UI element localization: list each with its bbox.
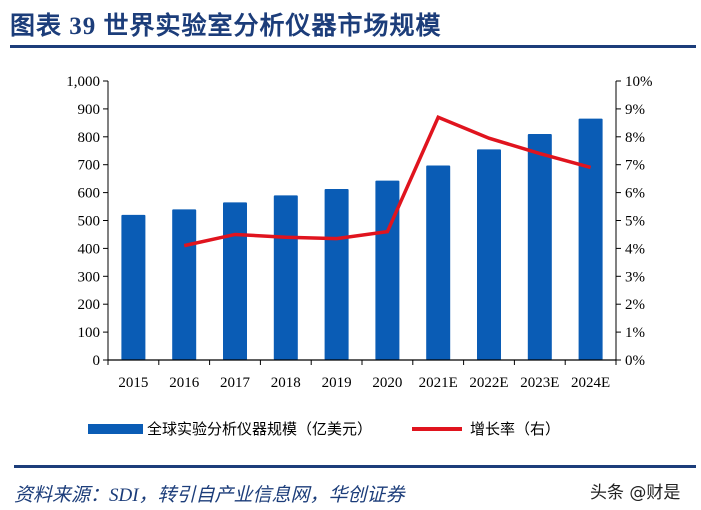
- title-divider: [10, 45, 696, 48]
- x-tick-label: 2023E: [520, 375, 559, 391]
- bar: [375, 180, 400, 360]
- x-tick-label: 2016: [169, 375, 200, 391]
- bar: [578, 118, 603, 360]
- x-tick-label: 2015: [118, 375, 148, 391]
- bar: [477, 149, 501, 360]
- bar: [121, 214, 146, 360]
- legend-label-line: 增长率（右）: [470, 422, 561, 438]
- x-tick-label: 2022E: [469, 375, 508, 391]
- left-tick-label: 300: [78, 269, 101, 285]
- right-tick-label: 4%: [625, 241, 645, 257]
- x-tick-label: 2019: [322, 375, 352, 391]
- bar: [324, 188, 349, 360]
- x-tick-label: 2021E: [419, 375, 458, 391]
- left-tick-label: 700: [78, 158, 101, 174]
- right-tick-label: 1%: [625, 325, 645, 341]
- bar: [426, 165, 451, 360]
- x-tick-label: 2018: [271, 375, 301, 391]
- legend-swatch-bar: [88, 423, 143, 434]
- right-tick-label: 10%: [625, 74, 653, 90]
- legend: 全球实验分析仪器规模（亿美元） 增长率（右）: [88, 418, 560, 439]
- x-tick-label: 2024E: [571, 375, 610, 391]
- left-tick-label: 500: [78, 214, 101, 230]
- right-tick-label: 0%: [625, 353, 645, 369]
- chart-title: 图表 39 世界实验室分析仪器市场规模: [10, 13, 442, 40]
- left-tick-label: 400: [78, 241, 101, 257]
- right-tick-label: 7%: [625, 158, 645, 174]
- left-tick-label: 1,000: [66, 74, 100, 90]
- left-tick-label: 800: [78, 130, 101, 146]
- chart: 0 100 200 300 400 500 600 700 800 900 1,000 0% 1% 2% 3…: [66, 74, 653, 391]
- bar: [223, 202, 247, 360]
- x-tick-label: 2020: [372, 375, 402, 391]
- footer-divider: [14, 465, 696, 468]
- left-tick-label: 900: [78, 102, 101, 118]
- legend-label-bar: 全球实验分析仪器规模（亿美元）: [147, 422, 373, 438]
- bar: [172, 209, 197, 360]
- left-tick-label: 100: [78, 325, 101, 341]
- bar: [527, 134, 552, 360]
- x-tick-label: 2017: [220, 375, 251, 391]
- right-tick-label: 3%: [625, 269, 645, 285]
- right-tick-label: 9%: [625, 102, 645, 118]
- source-note: 资料来源：SDI，转引自产业信息网，华创证券: [14, 485, 405, 506]
- right-tick-label: 6%: [625, 186, 645, 202]
- right-tick-label: 2%: [625, 297, 645, 313]
- bar: [273, 195, 298, 360]
- right-tick-label: 5%: [625, 214, 645, 230]
- legend-swatch-line: [412, 426, 463, 431]
- left-tick-label: 600: [78, 186, 101, 202]
- left-tick-label: 200: [78, 297, 101, 313]
- right-tick-label: 8%: [625, 130, 645, 146]
- watermark: 头条 @财是: [590, 483, 681, 503]
- left-tick-label: 0: [93, 353, 101, 369]
